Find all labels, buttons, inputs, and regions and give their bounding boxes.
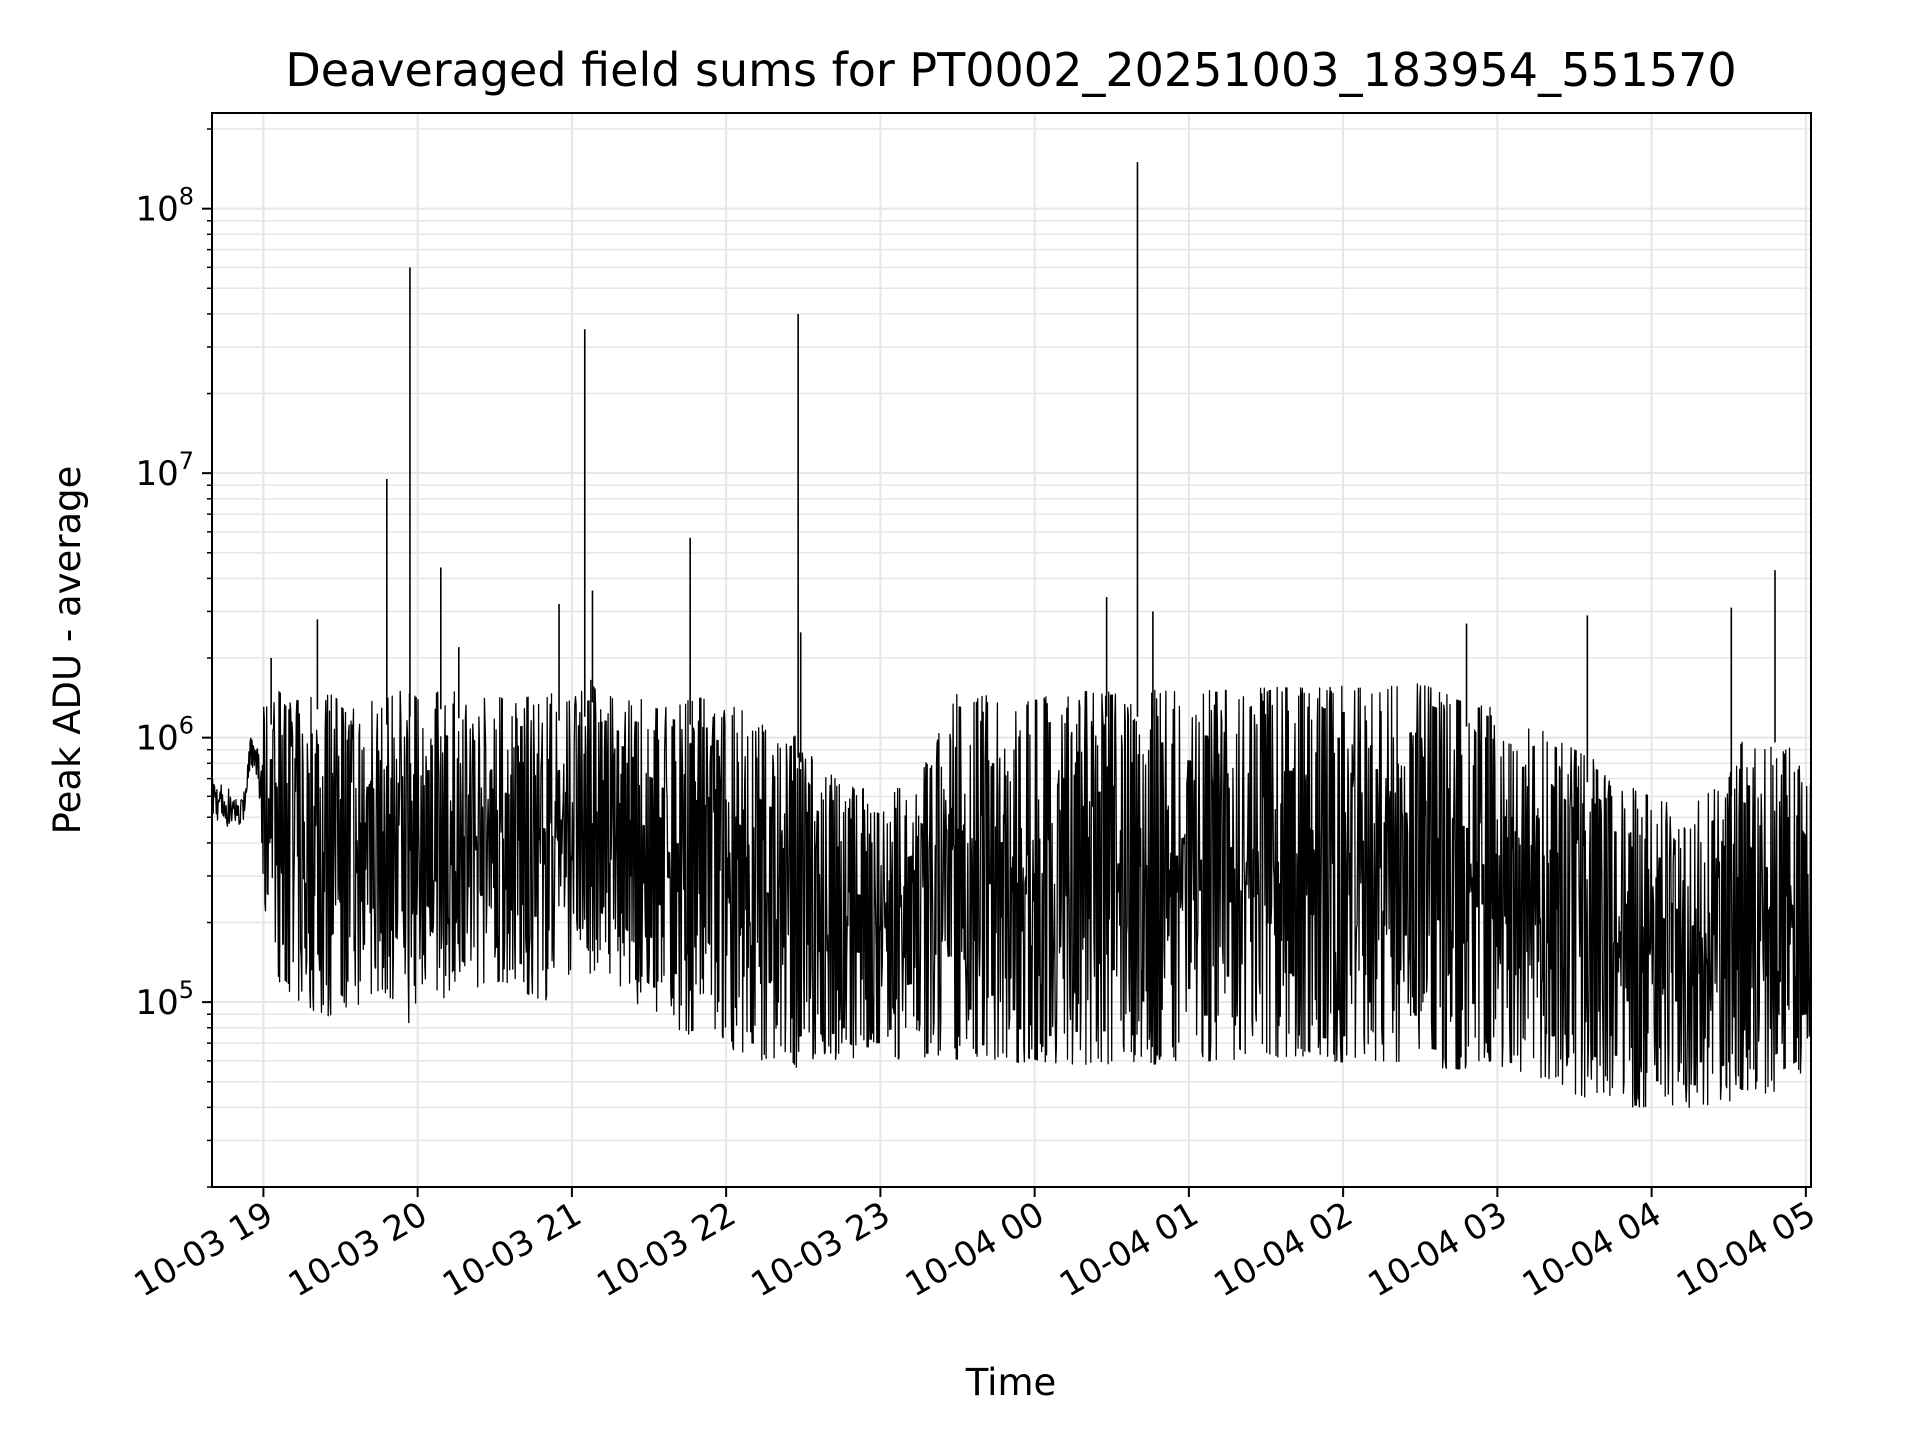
x-axis: 10-03 19 10-03 20 10-03 21 10-03 22 10-03 23…	[128, 1187, 1822, 1305]
x-tick-label: 10-03 19	[128, 1194, 280, 1305]
x-tick-label: 10-03 22	[590, 1194, 742, 1305]
x-tick-label: 10-04 03	[1361, 1194, 1513, 1305]
grid-layer	[212, 113, 1811, 1188]
x-tick-label: 10-04 04	[1516, 1194, 1668, 1305]
y-tick-label: 105	[135, 976, 194, 1023]
x-tick-label: 10-04 02	[1207, 1194, 1359, 1305]
y-tick-label: 106	[135, 712, 194, 759]
x-tick-label: 10-04 05	[1670, 1194, 1822, 1305]
x-tick-label: 10-03 23	[744, 1194, 896, 1305]
y-axis: 105 106 107 108	[135, 128, 212, 1188]
series-line	[211, 679, 1812, 1108]
chart-title: Deaveraged field sums for PT0002_2025100…	[285, 43, 1736, 97]
x-tick-label: 10-03 20	[282, 1194, 434, 1305]
x-tick-label: 10-04 01	[1053, 1194, 1205, 1305]
y-axis-label: Peak ADU - average	[46, 466, 89, 835]
y-tick-label: 107	[135, 447, 194, 494]
y-tick-label: 108	[135, 183, 194, 230]
x-tick-label: 10-03 21	[436, 1194, 588, 1305]
x-axis-label: Time	[965, 1361, 1057, 1404]
plot-frame	[211, 112, 1812, 1188]
x-tick-label: 10-04 00	[899, 1194, 1051, 1305]
series-layer	[211, 162, 1812, 1108]
